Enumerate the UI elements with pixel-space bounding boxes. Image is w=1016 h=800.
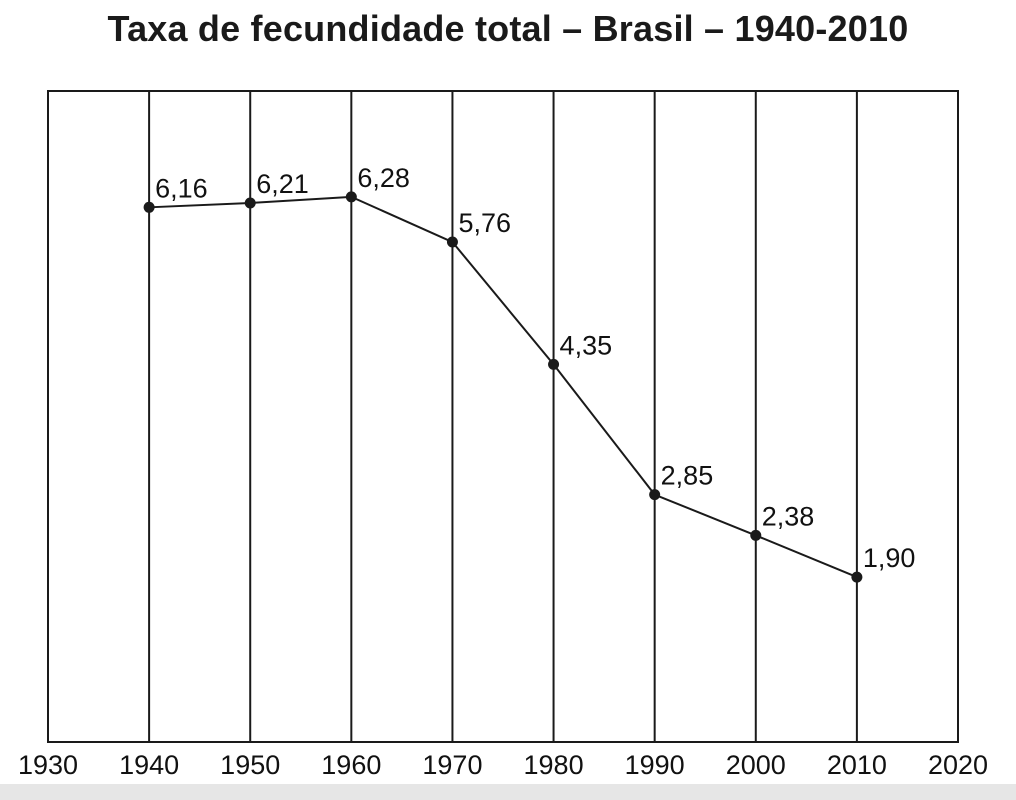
x-tick-labels: 1930 1940 1950 1960 1970 1980 1990 2000 2010 2020 [18,750,988,780]
data-point-1940 [143,201,155,213]
data-label-2010: 1,90 [863,543,916,573]
x-tick-label: 2000 [726,750,786,780]
data-label-1970: 5,76 [458,208,511,238]
x-tick-label: 2010 [827,750,887,780]
data-point-1980 [548,358,560,370]
source-strip [0,784,1016,800]
x-tick-label: 1960 [321,750,381,780]
data-label-1980: 4,35 [560,330,613,360]
data-point-1950 [244,197,256,209]
chart-title: Taxa de fecundidade total – Brasil – 194… [107,8,909,49]
data-point-2010 [851,571,863,583]
data-points [143,191,863,583]
x-tick-label: 1970 [422,750,482,780]
plot-frame [47,90,959,743]
data-point-1960 [345,191,357,203]
data-label-1940: 6,16 [155,173,208,203]
data-point-2000 [750,529,762,541]
data-label-1990: 2,85 [661,461,714,491]
data-label-2000: 2,38 [762,501,815,531]
x-tick-label: 1950 [220,750,280,780]
series-line [149,195,858,579]
x-tick-label: 2020 [928,750,988,780]
data-point-1990 [649,489,661,501]
x-tick-label: 1980 [524,750,584,780]
data-labels: 6,16 6,21 6,28 5,76 4,35 2,85 2,38 1,90 [155,163,915,573]
x-tick-label: 1940 [119,750,179,780]
x-tick-label: 1990 [625,750,685,780]
data-point-1970 [446,236,458,248]
data-label-1950: 6,21 [256,169,309,199]
data-label-1960: 6,28 [357,163,410,193]
x-tick-label: 1930 [18,750,78,780]
